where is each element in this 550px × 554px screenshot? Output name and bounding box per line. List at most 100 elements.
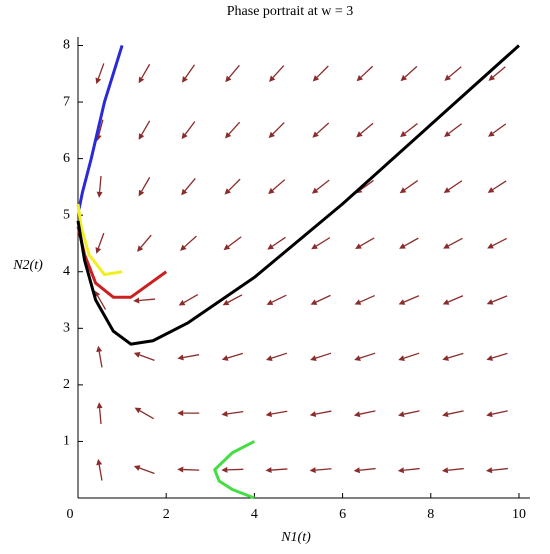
arrow-head [442, 411, 449, 418]
arrow-shaft [97, 232, 105, 249]
arrow-shaft [316, 179, 330, 191]
trajectory [213, 440, 256, 500]
field-arrow [312, 122, 330, 138]
arrow-head [178, 299, 186, 306]
arrow-shaft [316, 65, 329, 78]
field-arrow [310, 352, 332, 361]
arrow-shaft [139, 298, 156, 302]
arrow-shaft [272, 65, 285, 78]
field-arrow [400, 123, 418, 138]
arrow-head [486, 411, 493, 418]
arrow-head [354, 299, 362, 305]
arrow-shaft [271, 468, 288, 471]
field-arrow [133, 465, 155, 475]
field-arrow [442, 295, 464, 305]
arrow-shaft [315, 468, 332, 471]
arrow-head [441, 467, 449, 474]
field-arrow [443, 180, 463, 194]
field-arrow [487, 180, 507, 193]
arrow-shaft [184, 121, 196, 135]
arrow-shaft [98, 119, 104, 136]
field-arrow [137, 234, 152, 252]
arrow-head [133, 352, 141, 358]
arrow-head [311, 243, 318, 250]
arrow-shaft [184, 235, 197, 248]
field-arrow [354, 294, 375, 305]
field-arrow [312, 65, 329, 82]
y-tick-label: 3 [63, 321, 70, 336]
arrow-shaft [359, 352, 376, 359]
arrow-head [353, 467, 360, 474]
arrow-shaft [447, 295, 464, 303]
arrow-head [400, 131, 407, 138]
arrow-head [268, 131, 276, 139]
x-tick-label: 10 [512, 507, 526, 522]
arrow-shaft [359, 294, 375, 303]
arrow-head [265, 355, 273, 361]
arrow-head [265, 411, 273, 417]
arrow-shaft [271, 410, 288, 415]
arrow-shaft [227, 236, 242, 247]
arrow-shaft [97, 63, 105, 79]
field-arrow [181, 121, 196, 140]
x-tick-label: 6 [339, 507, 346, 522]
arrow-head [181, 76, 188, 83]
arrow-shaft [491, 410, 508, 415]
field-arrow [356, 65, 374, 82]
x-tick-label: 4 [251, 507, 258, 522]
x-tick-label: 2 [163, 507, 170, 522]
arrow-head [354, 355, 361, 361]
arrow-shaft [316, 122, 330, 135]
arrow-shaft [183, 354, 200, 359]
y-tick-label: 4 [63, 264, 70, 279]
arrow-shaft [272, 179, 286, 191]
arrow-shaft [98, 175, 102, 192]
arrow-shaft [315, 352, 332, 359]
field-arrow [138, 120, 151, 140]
arrow-shaft [359, 237, 375, 247]
chart-title: Phase portrait at w = 3 [227, 4, 353, 19]
trajectory [77, 45, 124, 210]
field-arrow [399, 180, 419, 194]
arrow-head [310, 299, 318, 305]
arrow-shaft [227, 468, 244, 471]
arrow-head [137, 245, 144, 252]
field-arrow [224, 121, 241, 139]
arrow-head [221, 355, 229, 361]
arrow-shaft [491, 352, 508, 359]
arrow-shaft [448, 180, 463, 191]
arrow-shaft [403, 410, 420, 415]
arrow-head [138, 189, 145, 197]
arrow-shaft [360, 179, 374, 191]
arrow-head [442, 299, 450, 305]
arrow-head [399, 187, 407, 194]
y-tick-label: 5 [63, 207, 70, 222]
arrow-shaft [315, 294, 331, 303]
arrow-shaft [141, 63, 151, 79]
arrow-shaft [227, 410, 244, 415]
arrow-shaft [359, 410, 376, 415]
field-arrow [134, 407, 154, 420]
arrow-shaft [228, 121, 241, 135]
arrow-shaft [403, 467, 420, 471]
arrow-shaft [184, 178, 196, 192]
field-arrow [177, 410, 200, 417]
arrow-head [399, 243, 406, 249]
field-arrow [442, 352, 464, 361]
field-arrow [398, 352, 420, 361]
field-arrow [487, 237, 508, 249]
arrow-head [269, 75, 276, 82]
arrow-shaft [448, 66, 462, 78]
field-arrow [96, 402, 103, 425]
arrow-shaft [447, 467, 464, 471]
field-arrow [96, 345, 103, 368]
field-arrow [486, 352, 508, 361]
field-arrow [268, 179, 286, 195]
field-arrow [224, 178, 241, 195]
arrow-shaft [360, 65, 374, 78]
arrow-head [266, 299, 274, 305]
field-arrow [177, 466, 200, 473]
arrow-head [443, 243, 450, 249]
field-arrow [133, 297, 156, 304]
arrow-shaft [448, 123, 463, 134]
